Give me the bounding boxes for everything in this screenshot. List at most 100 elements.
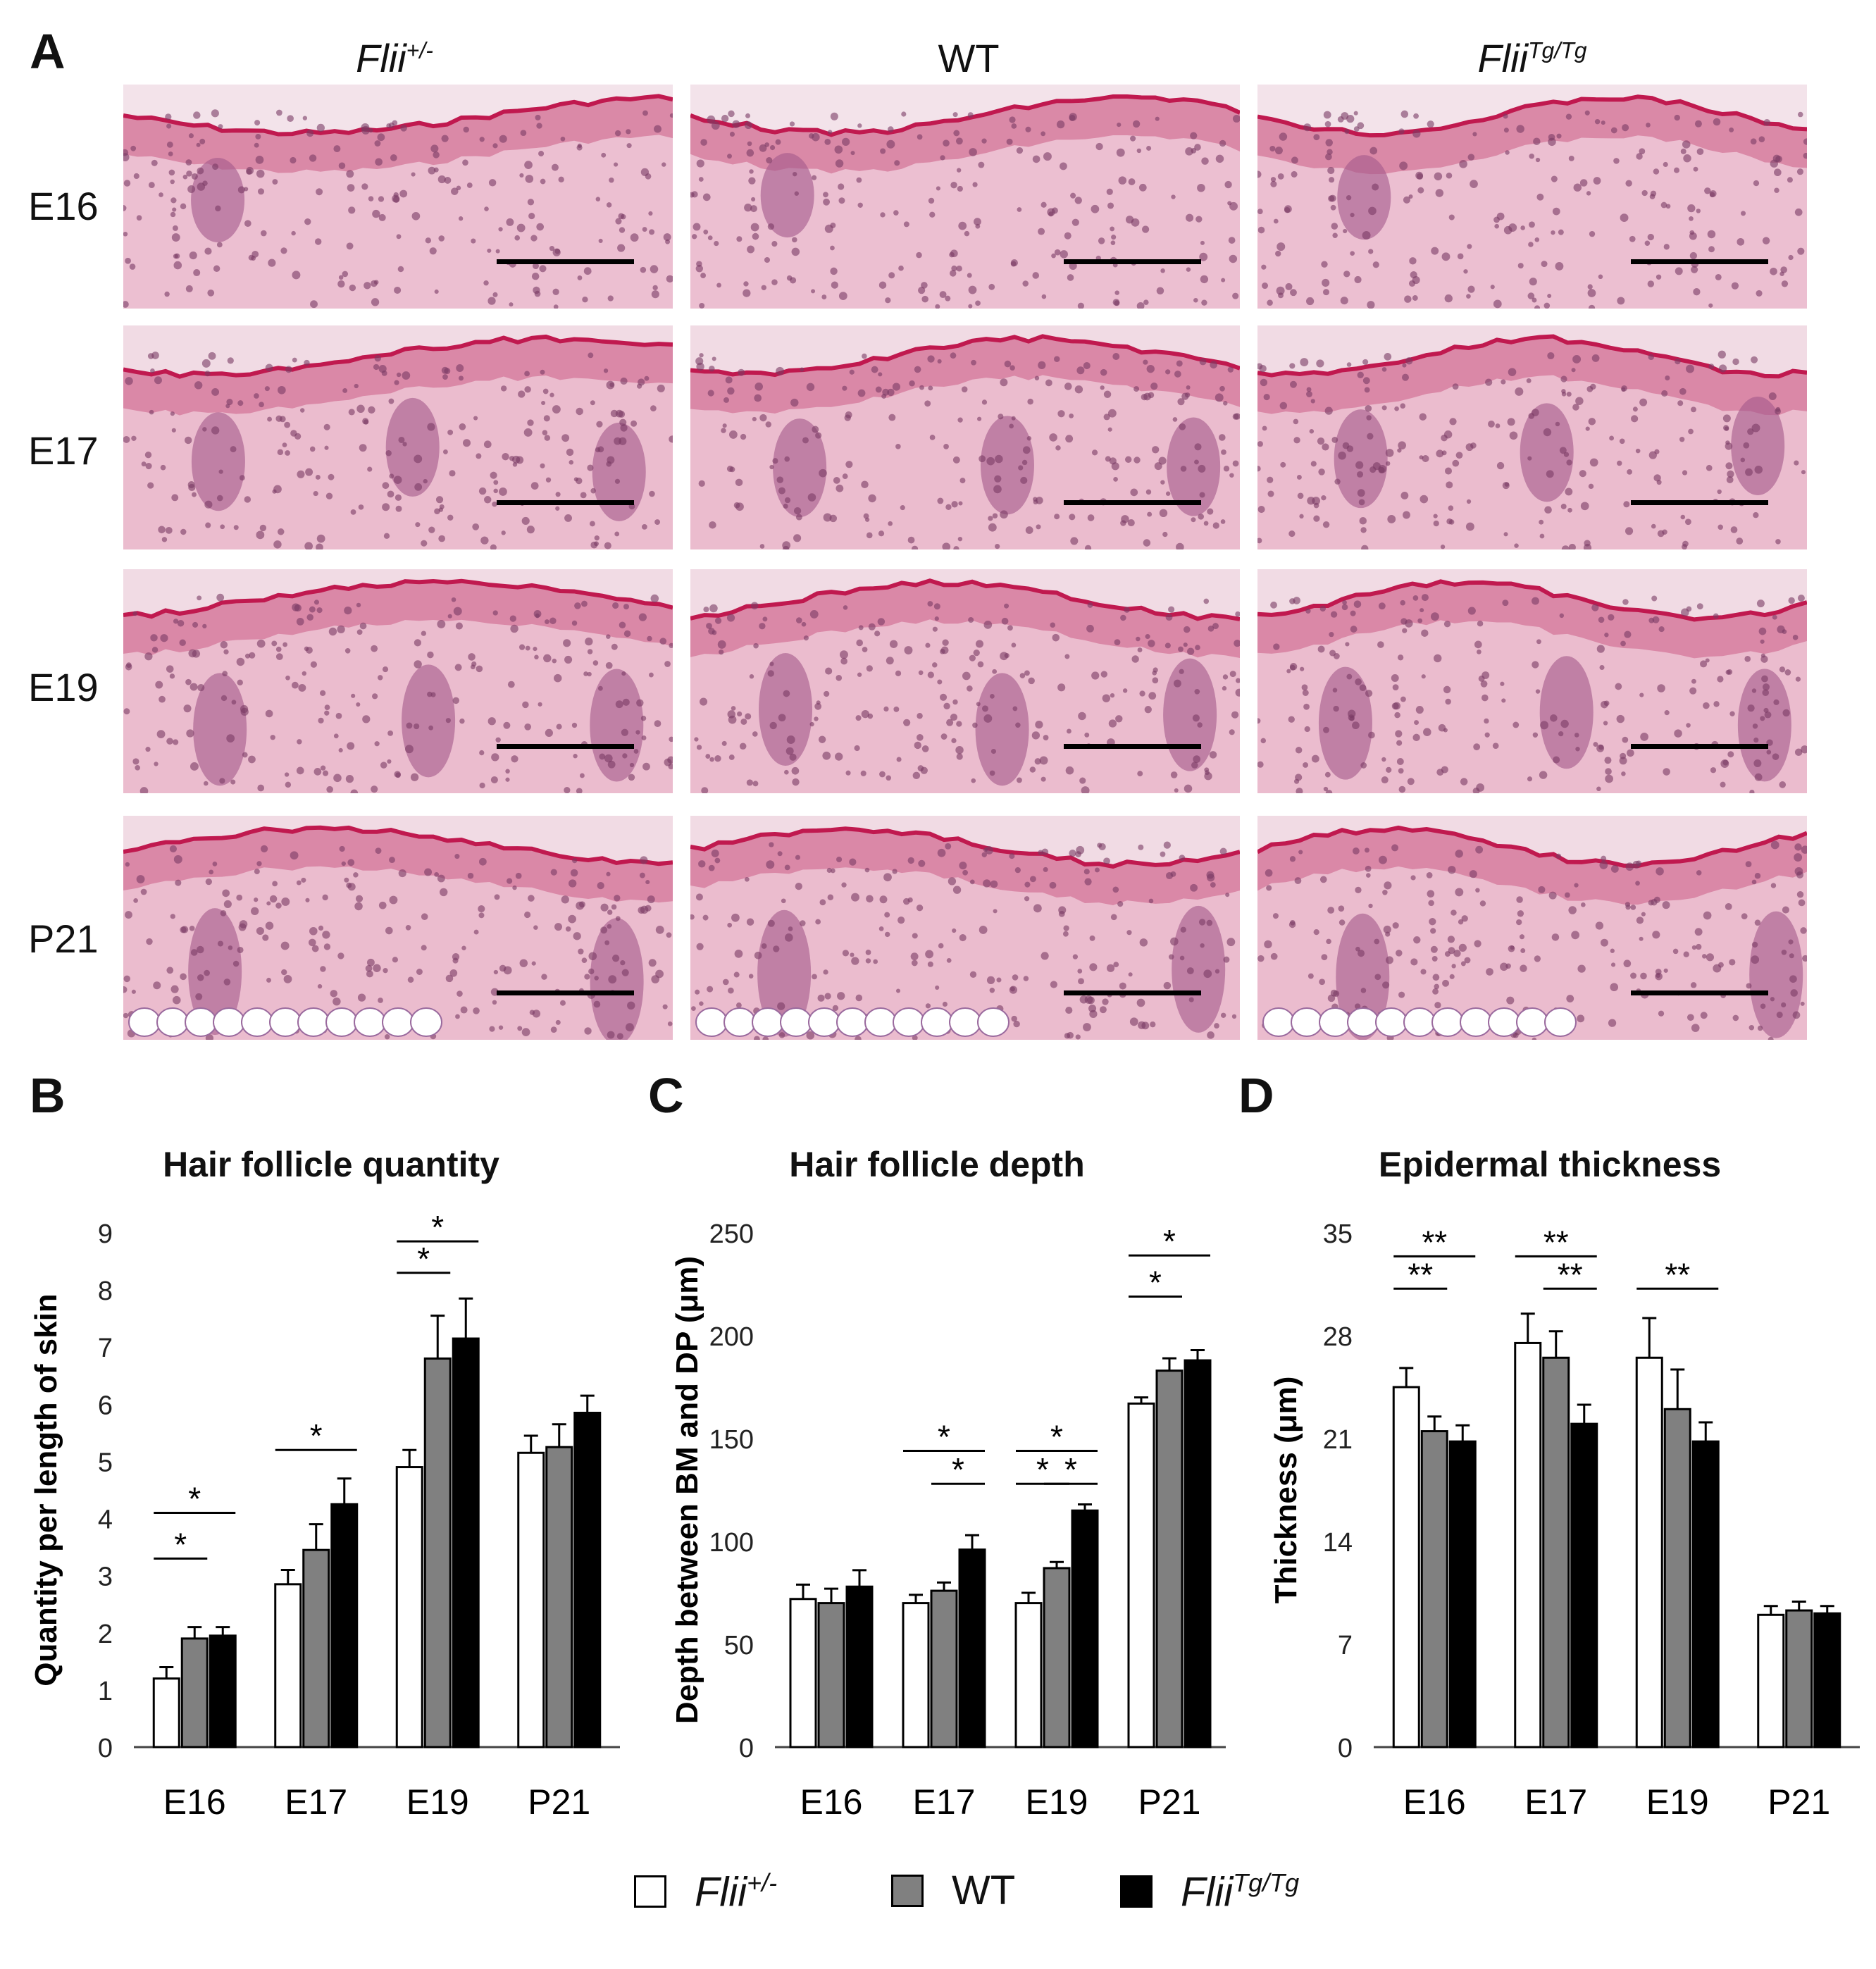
column-header-wt: WT [757,39,1180,78]
column-header-flii-tg: FliiTg/Tg [1321,39,1744,78]
micrograph-p21-col3 [1257,816,1807,1040]
legend-label-genotype: +/- [747,1868,778,1897]
significance-marker: ** [1543,1224,1569,1260]
chart-title-follicle-quantity: Hair follicle quantity [163,1145,499,1184]
bar [180,1637,209,1749]
panel-label-a: A [30,24,66,79]
micrograph-e17-col2 [690,325,1240,549]
significance-marker: * [1050,1419,1063,1455]
significance-marker: ** [1422,1224,1447,1260]
chart-title-epidermal-thickness: Epidermal thickness [1378,1145,1722,1184]
micrograph-e16-col2 [690,85,1240,309]
row-label-e16: E16 [28,184,99,228]
significance-marker: ** [1408,1256,1433,1293]
x-tick-label: E17 [285,1782,347,1822]
significance-marker: ** [1665,1256,1690,1293]
column-header-flii-het: Flii+/- [183,39,606,78]
y-tick-label: 7 [1338,1631,1353,1660]
panel-label-c: C [648,1068,684,1123]
significance-marker: * [417,1241,430,1277]
y-tick-label: 4 [98,1505,113,1535]
micrograph-e19-col3 [1257,569,1807,793]
column-header-gene: Flii [356,36,406,80]
bar [1127,1402,1155,1749]
x-tick-label: P21 [1138,1782,1201,1822]
panel-label-b: B [30,1068,66,1123]
scale-bar [497,259,634,264]
legend-swatch-white [634,1875,666,1908]
bar [1448,1440,1477,1749]
y-tick-label: 200 [709,1322,754,1352]
significance-marker: * [952,1451,964,1488]
micrograph-e16-col3 [1257,85,1807,309]
y-tick-label: 0 [98,1734,113,1763]
x-tick-label: E19 [1646,1782,1709,1822]
x-tick-label: E16 [163,1782,226,1822]
column-header-genotype: +/- [406,37,433,63]
micrograph-p21-col1 [123,816,673,1040]
bar [1071,1509,1099,1749]
micrograph-e17-col1 [123,325,673,549]
bar [1663,1408,1691,1749]
bar [902,1602,930,1749]
legend-label: WT [952,1868,1016,1913]
x-tick-label: E19 [406,1782,469,1822]
bar [1635,1356,1663,1749]
bar [1392,1386,1420,1749]
bar [302,1548,330,1749]
row-label-e19: E19 [28,665,99,709]
legend-label-gene: Flii [1181,1869,1234,1915]
x-tick-label: P21 [528,1782,590,1822]
y-tick-label: 0 [739,1734,754,1763]
scale-bar [497,500,634,505]
x-tick-label: E16 [1403,1782,1466,1822]
y-tick-label: 0 [1338,1734,1353,1763]
bar [517,1451,545,1749]
bar [1813,1612,1841,1749]
legend-label-gene: Flii [695,1869,747,1915]
significance-marker: * [1149,1265,1162,1301]
x-tick-label: P21 [1768,1782,1830,1822]
scale-bar [1631,744,1768,749]
legend-swatch-gray [891,1875,924,1907]
y-tick-label: 21 [1323,1425,1353,1455]
bar [1184,1359,1212,1749]
bar [1757,1613,1785,1749]
bar [209,1634,237,1749]
significance-marker: * [1064,1451,1077,1488]
legend-swatch-black [1120,1875,1153,1908]
y-axis-label: Depth between BM and DP (μm) [670,1256,704,1724]
chart-follicle-quantity: Quantity per length of skin 0 1 2 3 4 5 6 7 8 9 E16… [29,1209,620,1822]
bar [152,1677,180,1749]
chart-follicle-depth: Depth between BM and DP (μm) 0 50 100 150 200… [670,1219,1226,1822]
y-tick-label: 9 [98,1219,113,1249]
x-tick-label: E19 [1026,1782,1088,1822]
column-header-gene: WT [938,36,1000,80]
legend: Flii+/- WT FliiTg/Tg [0,1870,1876,1941]
y-tick-label: 14 [1323,1528,1353,1558]
bar [817,1602,845,1749]
y-tick-label: 5 [98,1448,113,1477]
scale-bar [497,744,634,749]
column-header-gene: Flii [1477,36,1528,80]
y-axis-label: Quantity per length of skin [29,1293,63,1686]
x-tick-label: E16 [800,1782,863,1822]
scale-bar [1064,990,1201,995]
legend-label: Flii+/- [695,1870,777,1913]
bar [545,1446,573,1749]
bar [789,1598,817,1749]
bar [958,1548,986,1749]
chart-title-follicle-depth: Hair follicle depth [789,1145,1085,1184]
column-header-genotype: Tg/Tg [1527,37,1587,63]
significance-marker: * [188,1480,201,1517]
bar [395,1466,423,1749]
y-tick-label: 6 [98,1391,113,1420]
scale-bar [1631,990,1768,995]
legend-item-wt: WT [891,1870,1015,1911]
bar [330,1503,359,1749]
panel-label-d: D [1238,1068,1274,1123]
legend-label: FliiTg/Tg [1181,1870,1299,1913]
x-tick-label: E17 [1524,1782,1587,1822]
y-tick-label: 3 [98,1563,113,1592]
